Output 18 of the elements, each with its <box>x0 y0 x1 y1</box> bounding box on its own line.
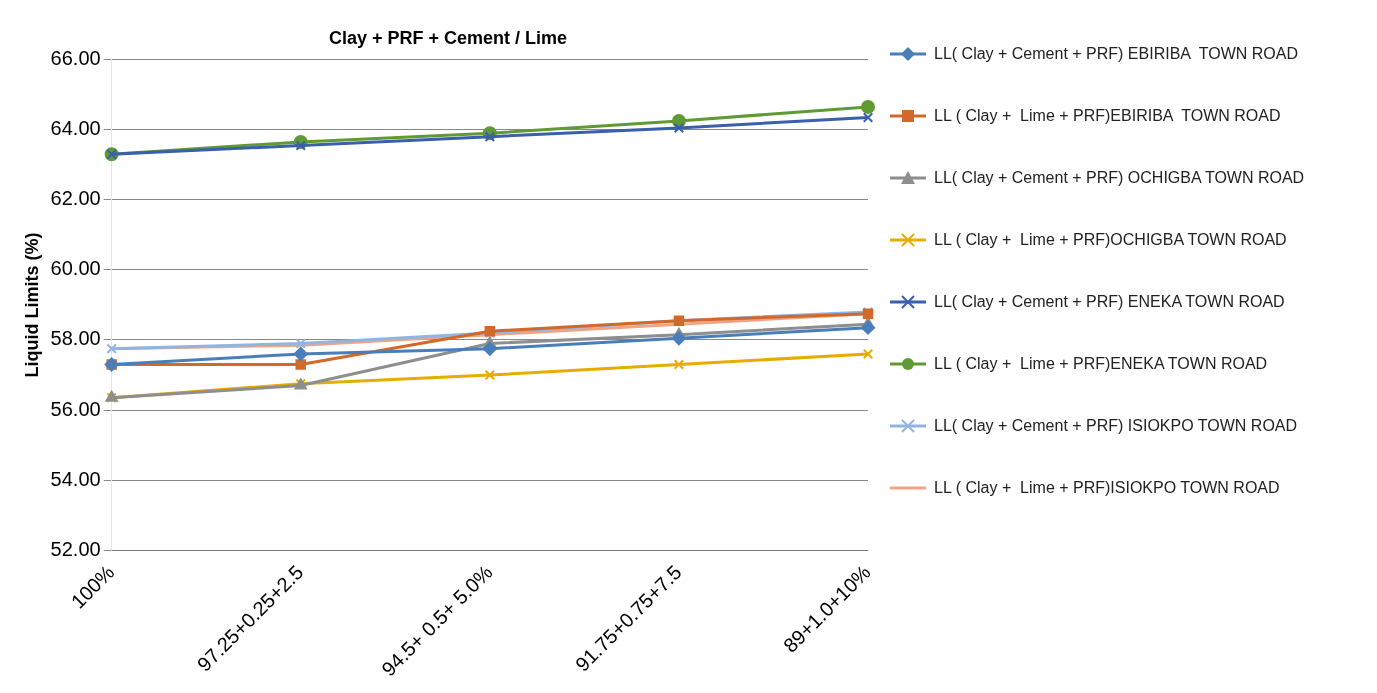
y-tick-label: 60.00 <box>50 257 101 280</box>
legend-label: LL( Clay + Cement + PRF) ISIOKPO TOWN ROAD <box>934 416 1298 436</box>
legend-label: LL ( Clay + Lime + PRF)EBIRIBA TOWN ROAD <box>934 106 1281 126</box>
legend-label: LL ( Clay + Lime + PRF)ENEKA TOWN ROAD <box>934 354 1268 374</box>
y-axis-title: Liquid Limits (%) <box>21 232 42 378</box>
y-tick-label: 66.00 <box>50 47 101 70</box>
y-tick-label: 56.00 <box>50 397 101 420</box>
y-tick-label: 54.00 <box>50 467 101 490</box>
y-tick-label: 58.00 <box>50 327 101 350</box>
legend-label: LL( Clay + Cement + PRF) OCHIGBA TOWN ROAD <box>934 168 1305 188</box>
chart-title: Clay + PRF + Cement / Lime <box>328 27 568 48</box>
y-tick-label: 62.00 <box>50 187 101 210</box>
legend-label: LL ( Clay + Lime + PRF)OCHIGBA TOWN ROAD <box>934 230 1287 250</box>
legend-label: LL ( Clay + Lime + PRF)ISIOKPO TOWN ROAD <box>934 478 1280 498</box>
y-tick-label: 52.00 <box>50 537 101 560</box>
y-tick-label: 64.00 <box>50 117 101 140</box>
legend-label: LL( Clay + Cement + PRF) EBIRIBA TOWN ROAD <box>934 44 1298 64</box>
legend-label: LL( Clay + Cement + PRF) ENEKA TOWN ROAD <box>934 292 1285 312</box>
